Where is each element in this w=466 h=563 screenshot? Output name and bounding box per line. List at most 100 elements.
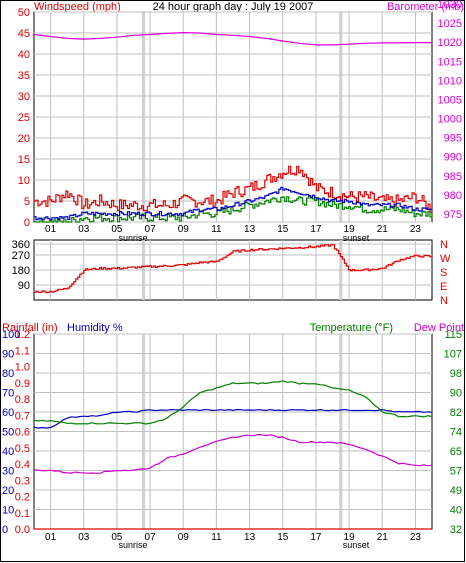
panel1-barometer-tick-995: 995	[444, 133, 462, 145]
panel3-humidity-tick-40: 40	[2, 446, 14, 458]
panel3-hour-label-19: 19	[344, 532, 356, 543]
panel3-temperature-tick-90: 90	[450, 388, 462, 400]
panel3-temperature-tick-32: 32	[450, 524, 462, 536]
sunset-label-panel1: sunset	[343, 233, 370, 243]
panel3-hour-label-17: 17	[310, 532, 322, 543]
panel1-hour-label-05: 05	[111, 224, 123, 235]
barometer-label: Barometer (mb)	[387, 1, 464, 13]
panel3-hour-label-03: 03	[78, 532, 90, 543]
temperature-label: Temperature (°F)	[310, 322, 393, 334]
panel3-humidity-tick-10: 10	[2, 505, 14, 517]
panel3-rain-tick-0.7: 0.7	[15, 410, 30, 422]
panel3-temperature-tick-65: 65	[450, 446, 462, 458]
panel3-temperature-tick-107: 107	[444, 349, 462, 361]
panel1-barometer-tick-1025: 1025	[438, 18, 462, 30]
panel3-rain-tick-0.0: 0.0	[15, 524, 30, 536]
panel1-wind-low-line	[34, 196, 433, 223]
panel1-windspeed-tick-20: 20	[18, 133, 30, 145]
panel2-compass-label-3: E	[440, 281, 447, 293]
panel3-hour-label-05: 05	[111, 532, 123, 543]
panel1-hour-label-23: 23	[410, 224, 422, 235]
panel3-hour-label-01: 01	[45, 532, 57, 543]
panel1-barometer-line	[33, 31, 432, 46]
panel3-humidity-tick-20: 20	[2, 485, 14, 497]
panel2-direction-tick-180: 180	[12, 265, 30, 277]
dewpoint-label: Dew Point	[414, 322, 464, 334]
panel3-temperature-tick-115: 115	[444, 329, 462, 341]
panel2-direction-tick-360: 360	[12, 239, 30, 251]
panel3-humidity-tick-30: 30	[2, 466, 14, 478]
panel3-rain-tick-1.1: 1.1	[15, 345, 30, 357]
panel3-rain-tick-0.9: 0.9	[15, 378, 30, 390]
panel3-dewpoint-line	[33, 433, 433, 474]
panel1-barometer-tick-1010: 1010	[438, 75, 462, 87]
panel3-rain-tick-0.1: 0.1	[15, 508, 30, 520]
panel2-wind-direction-line	[34, 244, 433, 294]
panel3-temperature-tick-57: 57	[450, 466, 462, 478]
panel3-rain-tick-0.8: 0.8	[15, 394, 30, 406]
panel1-windspeed-tick-50: 50	[18, 7, 30, 19]
sunrise-label-panel1: sunrise	[118, 233, 147, 243]
panel3-temperature-tick-49: 49	[450, 485, 462, 497]
panel3-temperature-line	[33, 380, 433, 425]
panel2-direction-tick-90: 90	[18, 280, 30, 292]
panel3-temperature-tick-74: 74	[450, 427, 462, 439]
panel1-barometer-tick-985: 985	[444, 171, 462, 183]
panel3-hour-label-21: 21	[377, 532, 389, 543]
panel3-rain-tick-1.2: 1.2	[15, 329, 30, 341]
panel2-compass-label-2: S	[440, 267, 447, 279]
panel1-barometer-tick-975: 975	[444, 209, 462, 221]
rainfall-label: Rainfall (in)	[2, 322, 58, 334]
panel1-hour-label-09: 09	[178, 224, 190, 235]
panel3-humidity-tick-50: 50	[2, 427, 14, 439]
panel1-windspeed-tick-30: 30	[18, 91, 30, 103]
panel1-barometer-tick-1015: 1015	[438, 56, 462, 68]
panel2-compass-label-0: N	[440, 239, 448, 251]
panel1-hour-label-19: 19	[344, 224, 356, 235]
panel1-windspeed-tick-40: 40	[18, 49, 30, 61]
panel3-hour-label-15: 15	[277, 532, 289, 543]
panel1-windspeed-tick-35: 35	[18, 70, 30, 82]
panel1-windspeed-tick-10: 10	[18, 175, 30, 187]
panel3-temperature-tick-98: 98	[450, 368, 462, 380]
humidity-label: Humidity %	[67, 322, 123, 334]
panel1-wind-average-line	[34, 186, 433, 221]
panel1-hour-label-21: 21	[377, 224, 389, 235]
panel1-hour-label-07: 07	[145, 224, 157, 235]
panel1-barometer-tick-1030: 1030	[438, 0, 462, 11]
panel3-humidity-tick-70: 70	[2, 388, 14, 400]
panel3-humidity-tick-80: 80	[2, 368, 14, 380]
panel3-hour-label-11: 11	[211, 532, 222, 543]
panel2-compass-label-1: W	[440, 253, 451, 265]
panel3-humidity-tick-90: 90	[2, 349, 14, 361]
panel1-windspeed-tick-5: 5	[24, 196, 30, 208]
panel1-hour-label-17: 17	[310, 224, 322, 235]
chart-title: 24 hour graph day : July 19 2007	[153, 1, 314, 13]
panel3-rain-tick-0.2: 0.2	[15, 492, 30, 504]
windspeed-label: Windspeed (mph)	[34, 1, 121, 13]
panel1-windspeed-tick-15: 15	[18, 154, 30, 166]
panel1-barometer-tick-1000: 1000	[438, 114, 462, 126]
panel1-windspeed-tick-0: 0	[24, 217, 30, 229]
panel2-compass-label-4: N	[440, 295, 448, 307]
panel3-rain-tick-1.0: 1.0	[15, 362, 30, 374]
panel3-hour-label-23: 23	[410, 532, 422, 543]
panel3-rain-tick-0.4: 0.4	[15, 459, 30, 471]
panel1-barometer-tick-1005: 1005	[438, 94, 462, 106]
panel1-hour-label-03: 03	[78, 224, 90, 235]
panel1-barometer-tick-990: 990	[444, 152, 462, 164]
panel3-hour-label-09: 09	[178, 532, 190, 543]
panel2-direction-tick-270: 270	[12, 250, 30, 262]
panel3-rain-tick-0.5: 0.5	[15, 443, 30, 455]
panel3-humidity-tick-60: 60	[2, 407, 14, 419]
panel1-hour-label-11: 11	[211, 224, 222, 235]
panel3-rain-tick-0.3: 0.3	[15, 475, 30, 487]
panel3-rain-tick-0.6: 0.6	[15, 427, 30, 439]
panel1-hour-label-01: 01	[45, 224, 57, 235]
panel3-temperature-tick-82: 82	[450, 407, 462, 419]
panel1-barometer-tick-1020: 1020	[438, 37, 462, 49]
sunrise-label-panel3: sunrise	[118, 540, 147, 550]
